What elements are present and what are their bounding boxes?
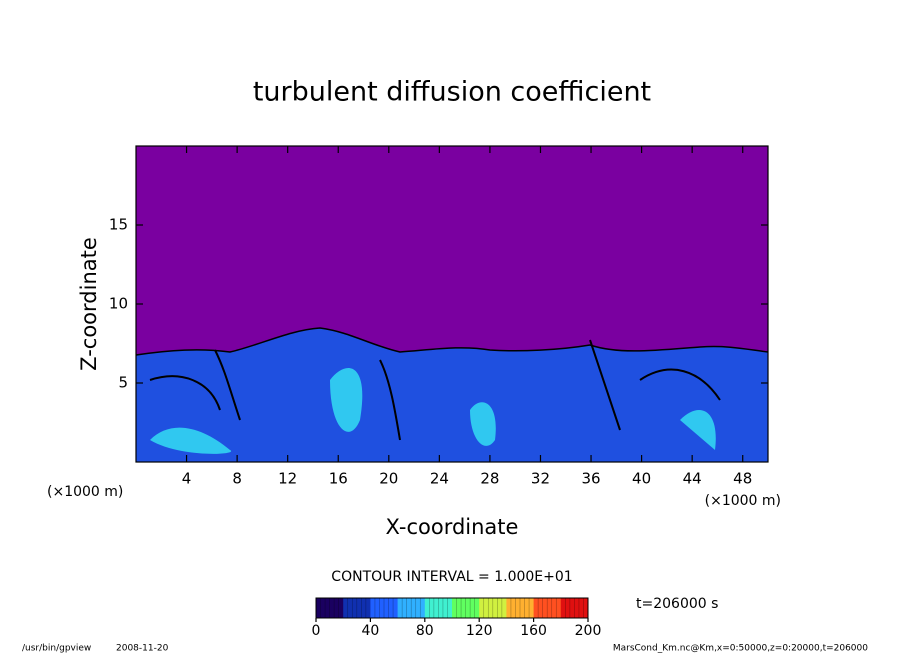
x-axis-unit: (×1000 m): [705, 493, 781, 509]
x-tick-label: 12: [278, 470, 297, 488]
y-axis-unit: (×1000 m): [47, 484, 123, 500]
contour-line: [149, 339, 721, 441]
y-tick-label: 10: [109, 295, 128, 313]
x-tick-label: 16: [329, 470, 348, 488]
contour-line: [135, 327, 769, 356]
footer-source: MarsCond_Km.nc@Km,x=0:50000,z=0:20000,t=…: [613, 644, 868, 654]
turbulent-region: [136, 328, 768, 462]
colorbar-tick-label: 0: [312, 623, 321, 639]
footer-date: 2008-11-20: [116, 644, 169, 654]
y-tick-label: 5: [118, 374, 128, 392]
x-tick-label: 28: [480, 470, 499, 488]
x-tick-label: 8: [232, 470, 242, 488]
field: [135, 146, 769, 462]
footer-program: /usr/bin/gpview: [22, 644, 91, 654]
x-tick-label: 40: [632, 470, 651, 488]
x-tick-label: 20: [379, 470, 398, 488]
x-tick-label: 36: [581, 470, 600, 488]
colorbar-swatch: [316, 598, 344, 618]
chart-title: turbulent diffusion coefficient: [253, 77, 651, 108]
time-label: t=206000 s: [636, 596, 718, 612]
x-tick-label: 4: [182, 470, 192, 488]
colorbar-tick-label: 120: [466, 623, 493, 639]
contour-interval: CONTOUR INTERVAL = 1.000E+01: [331, 569, 572, 585]
y-tick-label: 15: [109, 216, 128, 234]
colorbar-tick-label: 160: [520, 623, 547, 639]
x-axis-label: X-coordinate: [386, 515, 519, 539]
x-tick-label: 48: [733, 470, 752, 488]
colorbar-swatch: [533, 598, 562, 618]
colorbar-tick-label: 40: [361, 623, 379, 639]
colorbar-swatch: [397, 598, 426, 618]
colorbar-swatch: [452, 598, 480, 618]
colorbar-swatch: [479, 598, 507, 618]
colorbar-tick-label: 200: [575, 623, 602, 639]
x-tick-label: 24: [430, 470, 449, 488]
colorbar-tick-label: 80: [416, 623, 434, 639]
x-tick-label: 44: [683, 470, 702, 488]
colorbar-swatch: [370, 598, 399, 618]
y-axis-label: Z-coordinate: [77, 237, 101, 371]
colorbar-swatch: [424, 598, 453, 618]
high-region: [150, 368, 716, 454]
colorbar-frame: [315, 597, 589, 619]
x-tick-label: 32: [531, 470, 550, 488]
colorbar-swatch: [560, 598, 589, 618]
colorbar-swatch: [343, 598, 371, 618]
colorbar-swatch: [506, 598, 535, 618]
